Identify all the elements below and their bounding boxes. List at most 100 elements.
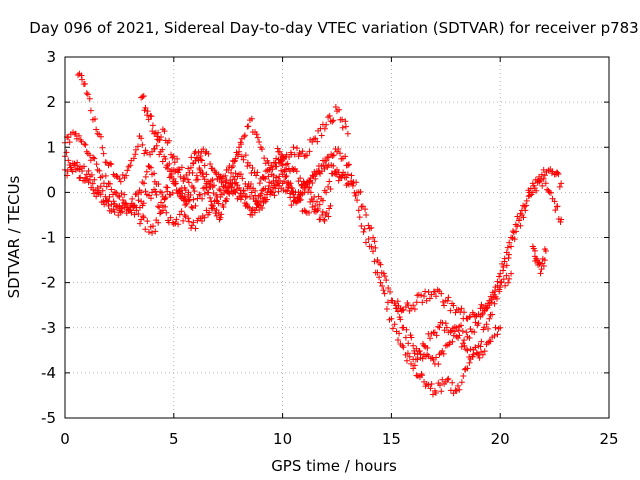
series-trace-b: [62, 129, 565, 398]
interp-point: [342, 153, 349, 160]
interp-point: [293, 145, 300, 152]
interp-point: [188, 203, 195, 210]
interp-point: [152, 129, 159, 136]
interp-point: [324, 153, 331, 160]
interp-point: [168, 171, 175, 178]
data-point: [225, 166, 232, 173]
interp-point: [496, 273, 503, 280]
interp-point: [489, 296, 496, 303]
data-point: [279, 153, 286, 160]
interp-point: [237, 187, 244, 194]
interp-point: [125, 207, 132, 214]
data-point: [323, 189, 330, 196]
interp-point: [406, 353, 413, 360]
interp-point: [237, 171, 244, 178]
interp-point: [368, 224, 375, 231]
interp-point: [521, 203, 528, 210]
data-point: [214, 193, 221, 200]
interp-point: [97, 133, 104, 140]
data-point: [508, 270, 515, 277]
interp-point: [438, 388, 445, 395]
interp-point: [436, 324, 443, 331]
interp-point: [472, 313, 479, 320]
interp-point: [111, 209, 118, 216]
interp-point: [556, 183, 563, 190]
data-point: [442, 342, 449, 349]
interp-point: [436, 382, 443, 389]
interp-point: [74, 159, 81, 166]
interp-point: [381, 290, 388, 297]
plot-frame: [64, 56, 610, 419]
interp-point: [504, 244, 511, 251]
interp-point: [450, 332, 457, 339]
interp-point: [161, 195, 168, 202]
data-point: [159, 207, 166, 214]
interp-point: [458, 379, 465, 386]
interp-point: [209, 183, 216, 190]
data-point: [327, 202, 334, 209]
interp-point: [103, 183, 110, 190]
interp-point: [228, 184, 235, 191]
interp-point: [144, 218, 151, 225]
data-point: [246, 162, 253, 169]
y-tick-label: 2: [46, 93, 56, 111]
interp-point: [84, 91, 91, 98]
interp-point: [297, 192, 304, 199]
interp-point: [325, 213, 332, 220]
interp-point: [244, 185, 251, 192]
interp-point: [471, 329, 478, 336]
interp-point: [141, 150, 148, 157]
interp-point: [555, 171, 562, 178]
interp-point: [191, 188, 198, 195]
interp-point: [90, 154, 97, 161]
interp-point: [205, 189, 212, 196]
interp-point: [349, 182, 356, 189]
interp-point: [108, 186, 115, 193]
interp-point: [533, 255, 540, 262]
interp-point: [200, 146, 207, 153]
interp-point: [487, 338, 494, 345]
interp-point: [339, 116, 346, 123]
interp-point: [411, 350, 418, 357]
interp-point: [136, 220, 143, 227]
data-point: [203, 180, 210, 187]
interp-point: [199, 195, 206, 202]
interp-point: [180, 175, 187, 182]
interp-point: [387, 288, 394, 295]
interp-point: [77, 174, 84, 181]
interp-point: [177, 173, 184, 180]
interp-point: [82, 80, 89, 87]
interp-point: [405, 340, 412, 347]
data-point: [94, 130, 101, 137]
interp-point: [488, 299, 495, 306]
interp-point: [220, 183, 227, 190]
interp-point: [97, 191, 104, 198]
interp-point: [306, 183, 313, 190]
interp-point: [158, 133, 165, 140]
interp-point: [370, 248, 377, 255]
interp-point: [381, 273, 388, 280]
interp-point: [202, 150, 209, 157]
interp-point: [408, 360, 415, 367]
interp-point: [485, 325, 492, 332]
interp-point: [113, 172, 120, 179]
interp-point: [389, 325, 396, 332]
interp-point: [325, 154, 332, 161]
interp-point: [458, 343, 465, 350]
data-point: [83, 90, 90, 97]
interp-point: [248, 115, 255, 122]
interp-point: [427, 385, 434, 392]
interp-point: [461, 342, 468, 349]
interp-point: [379, 282, 386, 289]
interp-point: [69, 168, 76, 175]
interp-point: [227, 177, 234, 184]
interp-point: [479, 351, 486, 358]
x-axis-label: GPS time / hours: [271, 457, 397, 475]
interp-point: [547, 189, 554, 196]
interp-point: [207, 160, 214, 167]
interp-point: [156, 204, 163, 211]
y-tick-label: 0: [46, 183, 56, 201]
interp-point: [328, 170, 335, 177]
data-point: [377, 261, 384, 268]
interp-point: [433, 332, 440, 339]
